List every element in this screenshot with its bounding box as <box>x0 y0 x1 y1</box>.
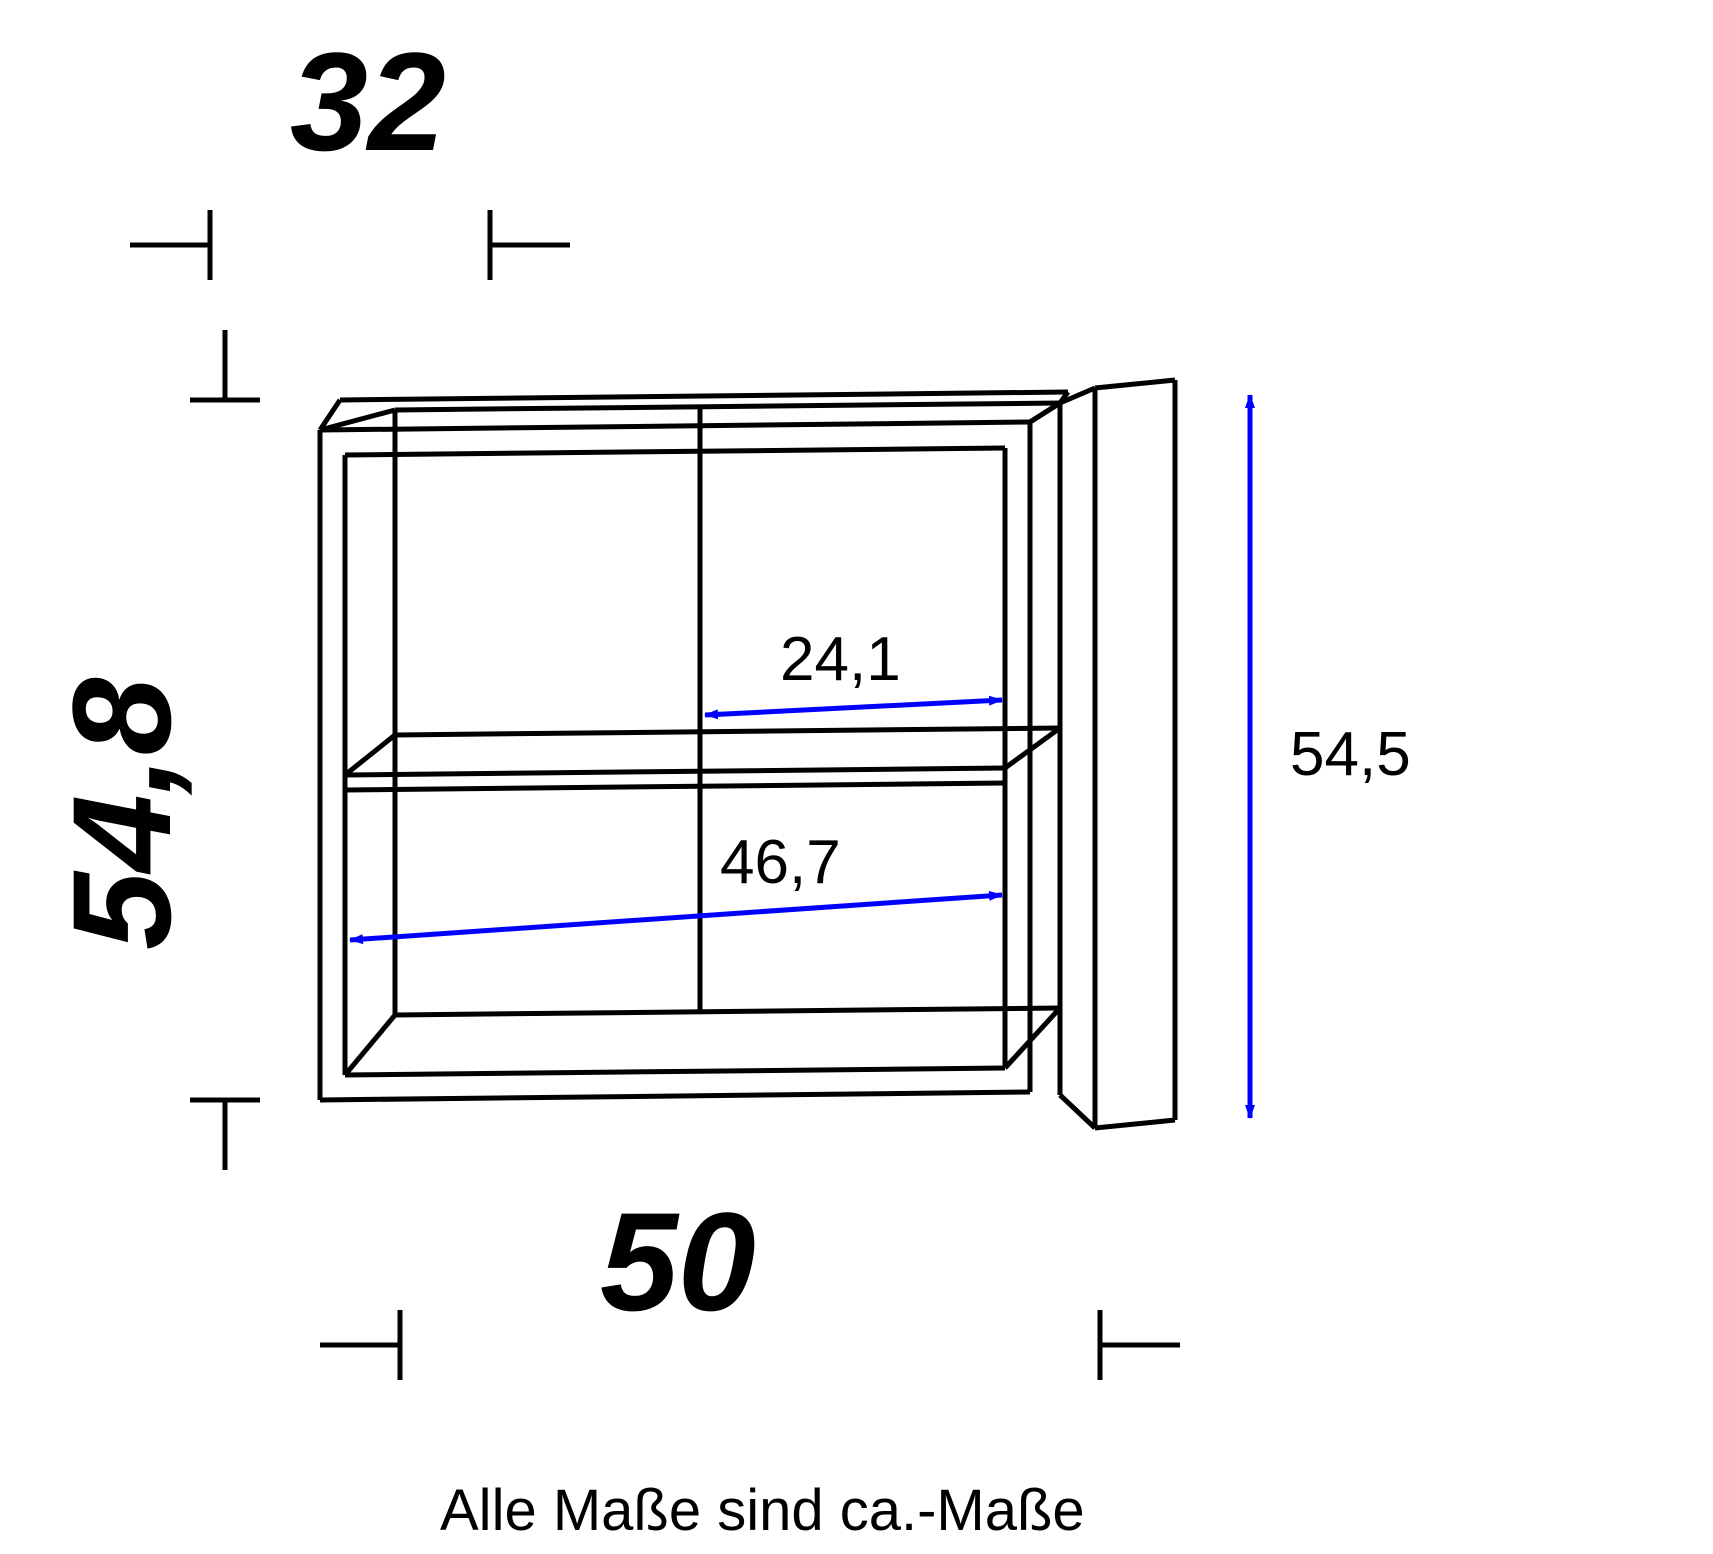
dimension-drawing: 32 54,8 50 <box>0 0 1713 1554</box>
label-inner-half: 24,1 <box>780 625 901 694</box>
dim-inner-full: 46,7 <box>350 828 1002 940</box>
label-inner-full: 46,7 <box>720 828 841 897</box>
cabinet-body <box>320 392 1068 1100</box>
label-depth: 32 <box>290 23 446 180</box>
dim-width: 50 <box>320 1183 1180 1380</box>
dim-depth: 32 <box>130 23 570 280</box>
label-height: 54,8 <box>43 677 200 950</box>
label-width: 50 <box>600 1183 756 1340</box>
caption: Alle Maße sind ca.-Maße <box>440 1478 1085 1543</box>
dim-inner-half: 24,1 <box>705 625 1002 715</box>
dim-door-height: 54,5 <box>1250 395 1411 1118</box>
dim-height: 54,8 <box>43 330 260 1170</box>
label-door-height: 54,5 <box>1290 720 1411 789</box>
